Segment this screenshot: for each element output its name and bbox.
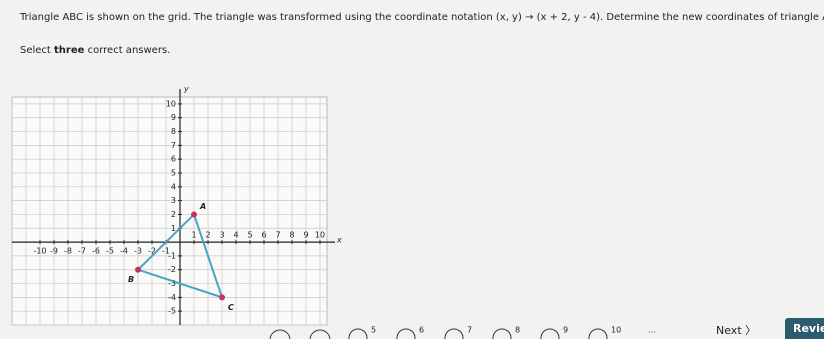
vertex-label: C — [228, 303, 234, 312]
instruction-text: Select — [20, 45, 55, 56]
y-tick-label: -3 — [168, 279, 176, 288]
x-tick-label: -9 — [50, 247, 58, 256]
page-button[interactable] — [269, 329, 291, 339]
y-tick-label: -4 — [168, 293, 176, 302]
x-tick-label: 5 — [247, 231, 252, 240]
y-tick-label: 1 — [171, 224, 176, 233]
question: Triangle ABC is shown on the grid. The t… — [20, 12, 824, 23]
y-tick-label: 6 — [171, 155, 176, 164]
instruction: Select three correct answers. — [20, 45, 170, 56]
page-number: 7 — [467, 326, 472, 335]
page-number: 9 — [563, 326, 568, 335]
y-tick-label: 10 — [166, 99, 176, 108]
vertex-label: A — [199, 202, 206, 211]
grid-bg — [11, 96, 328, 326]
page-button[interactable] — [588, 328, 608, 339]
instruction-bold: three — [54, 45, 85, 56]
page-number: 6 — [419, 326, 424, 335]
vertex — [191, 211, 197, 218]
x-tick-label: -7 — [78, 247, 86, 256]
y-axis-label: y — [183, 85, 189, 94]
y-tick-label: -1 — [168, 251, 176, 260]
x-tick-label: 7 — [275, 231, 280, 240]
y-tick-label: 5 — [171, 169, 176, 178]
page-button[interactable] — [309, 329, 331, 339]
y-tick-label: -5 — [168, 307, 176, 316]
page-number: 10 — [611, 326, 621, 335]
x-tick-label: 3 — [219, 231, 224, 240]
vertex — [135, 266, 141, 273]
x-axis-label: x — [336, 236, 342, 245]
y-tick-label: 2 — [171, 210, 176, 219]
page-number: 5 — [371, 326, 376, 335]
triangle-side — [137, 268, 223, 299]
page-button[interactable] — [396, 328, 416, 339]
y-tick-label: -2 — [168, 265, 176, 274]
triangle-side — [193, 214, 223, 298]
page-ellipsis: ... — [648, 326, 656, 335]
x-tick-label: 9 — [303, 231, 308, 240]
vertex-label: B — [128, 275, 134, 284]
y-tick-label: 7 — [171, 141, 176, 150]
x-tick-label: -3 — [134, 247, 142, 256]
x-tick-label: 4 — [233, 231, 238, 240]
x-tick-label: 8 — [289, 231, 294, 240]
x-tick-label: 6 — [261, 231, 266, 240]
page-button[interactable] — [444, 328, 464, 339]
page-button[interactable] — [348, 328, 368, 339]
page-number: 8 — [515, 326, 520, 335]
x-tick-label: -8 — [64, 247, 72, 256]
x-tick-label: -1 — [162, 247, 170, 256]
x-tick-label: 10 — [315, 231, 325, 240]
x-tick-label: -5 — [106, 247, 114, 256]
x-tick-label: -10 — [33, 247, 46, 256]
instruction-text: correct answers. — [84, 45, 171, 56]
triangle-side — [137, 213, 195, 271]
vertex — [219, 294, 225, 301]
y-tick-label: 9 — [171, 113, 176, 122]
y-tick-label: 8 — [171, 127, 176, 136]
next-button[interactable]: Next 〉 — [716, 324, 757, 337]
x-tick-label: 1 — [191, 231, 196, 240]
y-tick-label: 3 — [171, 196, 176, 205]
x-tick-label: -4 — [120, 247, 128, 256]
x-tick-label: -6 — [92, 247, 100, 256]
page-button[interactable] — [492, 328, 512, 339]
x-tick-label: 2 — [205, 231, 210, 240]
x-tick-label: -2 — [148, 247, 156, 256]
y-tick-label: 4 — [171, 182, 176, 191]
page-button[interactable] — [540, 328, 560, 339]
next-label: Next — [716, 324, 742, 337]
review-button[interactable]: Review — [785, 318, 824, 339]
